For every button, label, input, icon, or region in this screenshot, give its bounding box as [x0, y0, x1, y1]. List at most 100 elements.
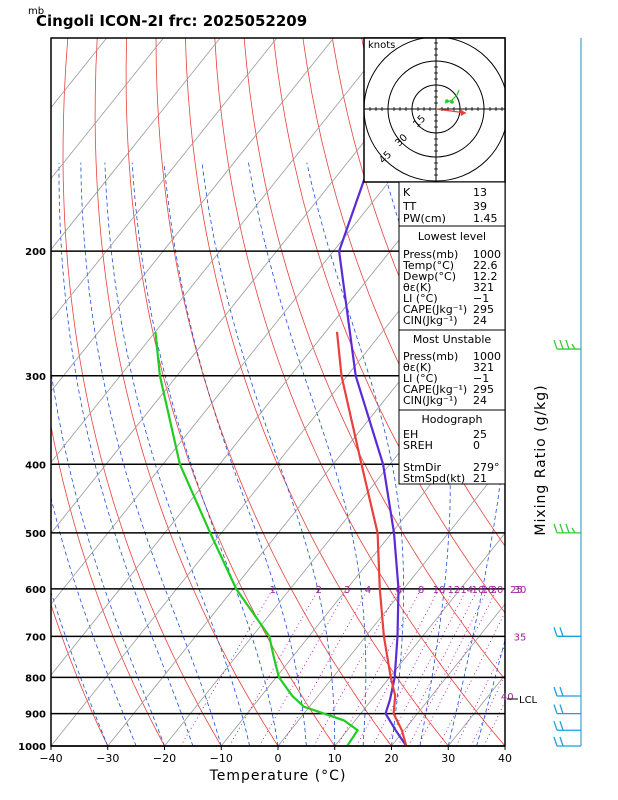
wind-barb-flag	[559, 686, 564, 697]
y-tick-label: 500	[25, 529, 46, 540]
panel-row-value: 25	[473, 428, 487, 441]
x-ticks: −40 −30 −20 −10 0 10 20 30 40	[39, 746, 512, 765]
storm-motion-arrow-icon	[460, 109, 466, 116]
panel-row-value: 321	[473, 361, 494, 374]
isotherm-line	[51, 38, 164, 180]
moist-adiabat-line	[51, 368, 165, 746]
mixing-ratio-line	[356, 588, 440, 746]
moist-adiabat-line	[201, 162, 336, 746]
panel-row-value: 295	[473, 383, 494, 396]
moist-adiabat-line	[306, 162, 404, 746]
panel-row-label: Press(mb)	[403, 248, 458, 261]
y-ticks: 1000 900 800 700 600 500 400 300 200	[18, 247, 46, 753]
mixing-ratio-label: 20	[491, 585, 504, 596]
panel-row-label: EH	[403, 428, 418, 441]
wind-barb-flag	[571, 343, 576, 350]
hodograph-point	[450, 100, 454, 104]
most-unstable-heading: Most Unstable	[413, 333, 492, 346]
mixing-ratio-line	[483, 700, 505, 746]
x-tick-label: 10	[328, 752, 342, 765]
panel-row-value: 295	[473, 303, 494, 316]
dry-adiabat-line	[243, 38, 505, 681]
moist-adiabat-line	[51, 590, 109, 746]
lcl-label: LCL	[519, 695, 538, 706]
y-tick-label: 700	[25, 632, 46, 643]
moist-adiabat-line	[504, 744, 505, 746]
dry-adiabat-line	[125, 38, 336, 746]
isotherm-line	[51, 38, 334, 392]
mixing-ratio-line	[180, 588, 274, 746]
dry-adiabat-line	[185, 38, 449, 746]
wind-barb-flag	[553, 736, 558, 747]
wind-barb-flag	[553, 704, 558, 714]
panel-row-label: LI (°C)	[403, 372, 438, 385]
profiles	[154, 93, 408, 746]
wind-barb-flag	[553, 523, 558, 534]
panel-row-label: LI (°C)	[403, 292, 438, 305]
panel-row-value: 12.2	[473, 270, 498, 283]
pw-label: PW(cm)	[403, 212, 446, 225]
mixing-ratio-label: 25	[510, 585, 523, 596]
mixing-ratio-label: 40	[501, 692, 514, 703]
dry-adiabat-line	[51, 423, 165, 746]
tt-index-value: 39	[473, 200, 487, 213]
panel-row-value: 24	[473, 394, 487, 407]
wind-barb-flag	[565, 523, 570, 534]
mixing-ratio-label: 3	[344, 585, 350, 596]
panel-row-value: −1	[473, 372, 489, 385]
hodograph-frame	[363, 37, 506, 183]
isotherm-line	[51, 38, 278, 322]
parcel-profile-line	[337, 93, 408, 746]
mixing-ratio-lines	[180, 588, 505, 746]
panel-row-label: CAPE(Jkg⁻¹)	[403, 303, 467, 316]
mixing-ratio-line	[337, 588, 422, 746]
dry-adiabats	[51, 38, 618, 761]
mixing-ratio-label: 12	[448, 585, 461, 596]
isotherm-line	[51, 177, 505, 746]
mixing-ratio-label: 6	[396, 585, 402, 596]
y-tick-label: 1000	[18, 742, 46, 753]
mixing-ratio-label: 16	[472, 585, 485, 596]
most-unstable-rows: Press(mb) 1000 θε(K) 321 LI (°C) −1 CAPE(Jkg⁻¹…	[403, 350, 501, 407]
panel-row-label: StmDir	[403, 461, 442, 474]
wind-barb-flag	[553, 339, 558, 350]
wind-barb-flag	[565, 339, 570, 350]
dry-adiabat-line	[597, 38, 618, 761]
mixing-ratio-label: 1	[270, 585, 276, 596]
panel-row-label: θε(K)	[403, 281, 431, 294]
mixing-ratio-label: 35	[514, 632, 527, 643]
wind-barb-flag	[559, 627, 564, 637]
mixing-ratio-line	[397, 588, 479, 746]
wind-barb-flag	[559, 704, 564, 714]
wind-barb-flag	[571, 527, 576, 534]
hodograph-rows: EH 25 SREH 0 StmDir 279° StmSpd(kt) 21	[403, 428, 500, 485]
hodograph-ticks	[369, 42, 503, 176]
panel-row-label: Dewp(°C)	[403, 270, 456, 283]
mixing-ratio-label: 14	[460, 585, 473, 596]
panel-row-value: 22.6	[473, 259, 498, 272]
isotherm-line	[334, 532, 505, 746]
mixing-ratio-line	[385, 588, 468, 746]
wind-barb-flag	[559, 721, 564, 731]
panel-row-value: 0	[473, 439, 480, 452]
panel-row-value: 1000	[473, 350, 501, 363]
lowest-level-rows: Press(mb) 1000 Temp(°C) 22.6 Dewp(°C) 12.2 θε(…	[402, 248, 501, 327]
mixing-ratio-line	[470, 674, 505, 746]
panel-row-value: 21	[473, 472, 487, 485]
mixing-ratio-line	[372, 588, 455, 746]
wind-barb-flag	[553, 721, 558, 731]
hodograph-heading: Hodograph	[422, 413, 483, 426]
x-tick-label: 0	[275, 752, 282, 765]
mixing-ratio-label: 30	[514, 585, 527, 596]
chart-title: Cingoli ICON-2I frc: 2025052209	[36, 12, 307, 30]
isotherm-line	[391, 603, 505, 746]
dry-adiabat-line	[94, 38, 279, 746]
y-tick-label: 600	[25, 585, 46, 596]
dry-adiabat-line	[155, 38, 392, 746]
k-index-value: 13	[473, 186, 487, 199]
x-tick-label: −20	[153, 752, 176, 765]
dry-adiabat-line	[568, 38, 618, 761]
dry-adiabat-line	[538, 38, 618, 761]
unit-label: mb	[28, 6, 44, 17]
